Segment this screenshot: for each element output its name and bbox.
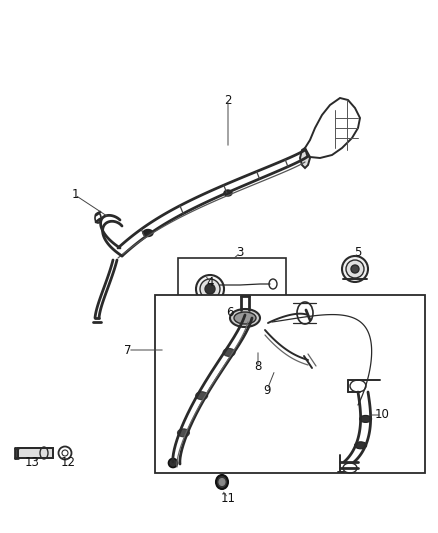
Ellipse shape	[230, 309, 260, 327]
Ellipse shape	[196, 392, 208, 400]
FancyBboxPatch shape	[189, 302, 275, 358]
Text: 12: 12	[60, 456, 75, 469]
Bar	[18, 448, 53, 458]
Ellipse shape	[177, 429, 190, 437]
Text: 13: 13	[25, 456, 39, 469]
Ellipse shape	[219, 479, 225, 486]
Text: 8: 8	[254, 360, 261, 374]
Ellipse shape	[200, 279, 220, 299]
Text: 3: 3	[237, 246, 244, 260]
Text: 9: 9	[263, 384, 271, 397]
Text: 4: 4	[206, 276, 214, 288]
Ellipse shape	[360, 415, 371, 423]
Text: 10: 10	[374, 408, 389, 422]
Ellipse shape	[214, 319, 250, 341]
Ellipse shape	[216, 475, 228, 489]
Bar	[178, 258, 286, 330]
Ellipse shape	[196, 275, 224, 303]
Ellipse shape	[234, 312, 256, 324]
Text: 1: 1	[71, 189, 79, 201]
Ellipse shape	[355, 442, 367, 449]
Ellipse shape	[143, 230, 153, 237]
Polygon shape	[300, 148, 310, 168]
Text: 2: 2	[224, 93, 232, 107]
Ellipse shape	[205, 284, 215, 294]
Text: 11: 11	[220, 491, 236, 505]
Text: 6: 6	[226, 306, 234, 319]
Ellipse shape	[207, 314, 257, 346]
Text: 5: 5	[354, 246, 362, 260]
Text: 7: 7	[124, 343, 132, 357]
Ellipse shape	[224, 190, 232, 196]
Ellipse shape	[346, 260, 364, 278]
Ellipse shape	[223, 349, 235, 357]
Ellipse shape	[169, 458, 177, 467]
Bar	[155, 295, 425, 473]
Ellipse shape	[342, 256, 368, 282]
Ellipse shape	[351, 265, 359, 273]
